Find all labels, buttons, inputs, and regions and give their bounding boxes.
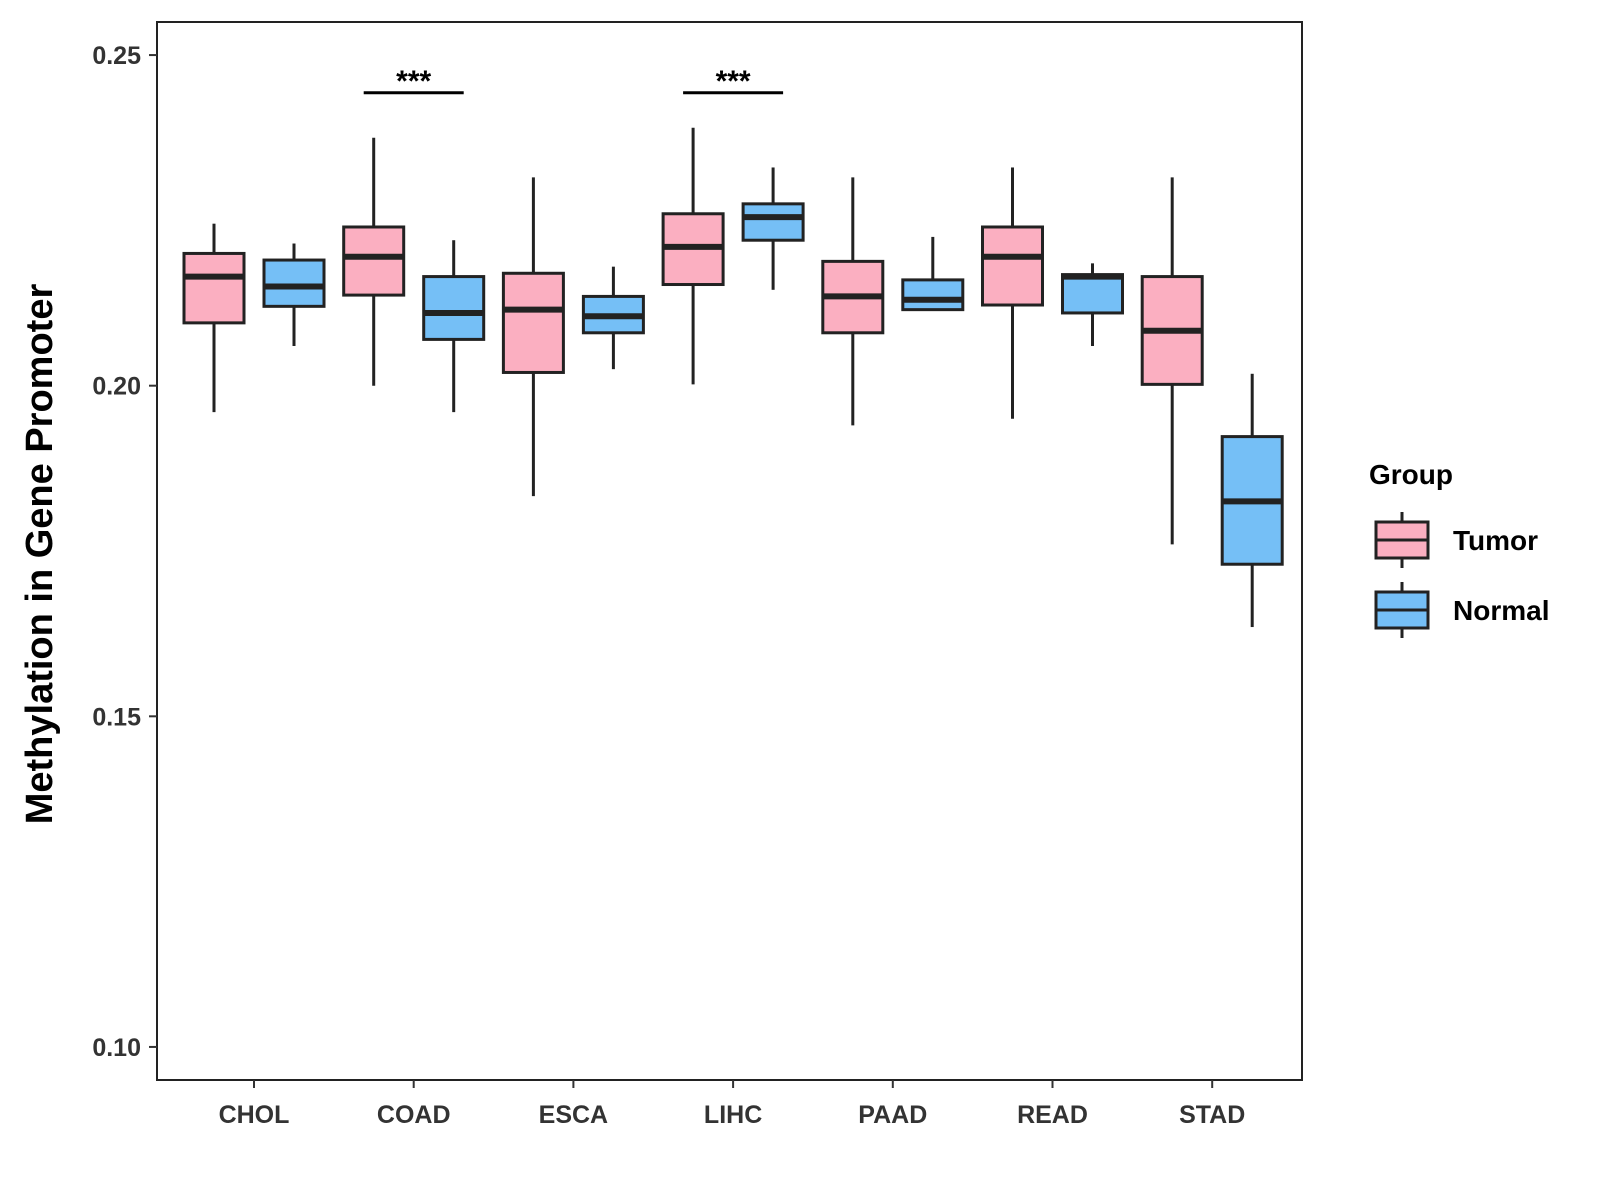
x-tick-label: ESCA — [539, 1101, 608, 1129]
box-iqr — [262, 258, 326, 308]
legend-label: Tumor — [1453, 525, 1538, 556]
box-tumor-stad — [1140, 177, 1204, 545]
box-iqr — [422, 275, 486, 341]
box-tumor-coad — [342, 137, 406, 386]
legend-label: Normal — [1453, 595, 1549, 626]
y-axis-title: Methylation in Gene Promoter — [19, 284, 61, 825]
x-tick-label: LIHC — [704, 1101, 762, 1129]
box-iqr — [182, 251, 246, 325]
box-iqr — [501, 271, 565, 374]
box-normal-coad — [422, 240, 486, 413]
legend: Group Tumor Normal — [1369, 459, 1549, 638]
y-tick-label: 0.15 — [92, 703, 141, 731]
axes: 0.10 0.15 0.20 0.25 CHOL COAD ESCA LIHC PAAD READ… — [92, 21, 1303, 1129]
box-normal-read — [1061, 263, 1124, 347]
x-tick-label: READ — [1017, 1101, 1088, 1129]
legend-title: Group — [1369, 459, 1453, 490]
box-normal-paad — [901, 236, 965, 312]
panel-border — [156, 21, 1303, 1081]
box-normal-esca — [581, 266, 645, 370]
legend-key-tumor — [1374, 512, 1430, 568]
box-normal-chol — [262, 243, 326, 347]
y-tick-label: 0.25 — [92, 42, 141, 70]
y-tick-label: 0.20 — [92, 373, 141, 401]
box-iqr — [342, 225, 406, 297]
box-normal-stad — [1220, 373, 1284, 628]
box-tumor-read — [981, 167, 1044, 419]
box-normal-lihc — [741, 167, 805, 290]
plot-area: *** *** — [182, 65, 1284, 628]
significance-label: *** — [716, 65, 751, 98]
box-iqr — [901, 278, 965, 312]
box-tumor-lihc — [661, 127, 725, 385]
x-tick-label: PAAD — [858, 1101, 927, 1129]
y-tick-label: 0.10 — [92, 1034, 141, 1062]
x-tick-label: CHOL — [219, 1101, 290, 1129]
box-tumor-esca — [501, 177, 565, 497]
legend-key-normal — [1374, 582, 1430, 638]
x-tick-label: COAD — [377, 1101, 451, 1129]
box-iqr — [1061, 273, 1124, 315]
box-iqr — [741, 202, 805, 242]
significance-label: *** — [396, 65, 431, 98]
box-tumor-paad — [821, 177, 885, 426]
box-tumor-chol — [182, 223, 246, 413]
box-iqr — [981, 225, 1044, 307]
x-tick-label: STAD — [1179, 1101, 1245, 1129]
